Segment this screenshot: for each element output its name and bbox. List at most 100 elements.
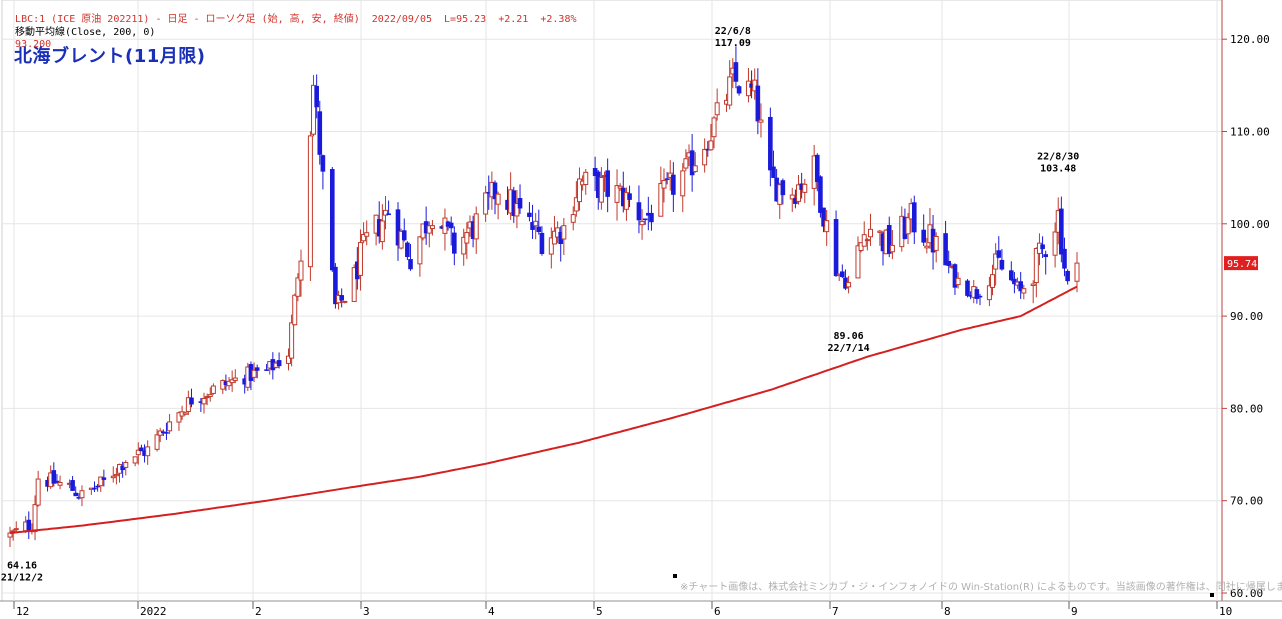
candle-up [855,245,861,279]
candle-down [780,180,786,196]
candle-up [576,178,582,203]
candle-up [623,192,629,210]
candle-up [727,76,733,106]
candle-up [429,225,435,230]
candle-down [101,477,107,480]
candle-down [977,295,983,298]
candle-up [307,135,313,268]
candle-down [539,232,545,255]
last-price-tag-bg [1224,256,1258,271]
candle-down [818,176,823,213]
indicator-label: 移動平均線(Close, 200, 0) [15,27,156,38]
x-tick-label: 3 [363,605,370,618]
candle-up [382,209,388,216]
annotation-price: 117.09 [715,38,751,49]
candle-up [167,421,173,432]
candle-down [664,178,670,180]
candle-down [395,209,401,246]
candle-down [448,222,454,229]
candle-down [733,62,739,82]
candle-up [361,233,367,242]
annotation-date: 21/12/2 [1,573,43,584]
candle-up [110,475,116,479]
y-tick-label: 110.00 [1230,126,1270,139]
candle-up [251,369,257,378]
y-tick-label: 100.00 [1230,218,1270,231]
moving-average-line [9,285,1078,534]
candle-down [73,492,79,497]
candle-up [1030,283,1036,286]
x-tick-label: 7 [832,605,839,618]
annotation-date: 22/6/8 [715,26,751,37]
candle-up [461,236,467,255]
candle-down [768,116,773,171]
candle-up [573,197,579,212]
candle-down [339,295,344,301]
candle-up [796,184,802,202]
candle-up [285,355,291,364]
candle-down [189,397,194,405]
candle-up [924,245,930,249]
candle-up [758,119,764,123]
candle-up [379,220,385,243]
candle-up [711,117,717,138]
chart-title: 北海ブレント(11月限) [14,46,206,67]
candle-up [295,277,301,297]
candle-up [292,294,298,326]
candle-down [314,85,319,108]
candle-down [689,150,695,176]
marker-square [1210,593,1214,597]
candle-up [561,225,567,240]
x-tick-label: 4 [488,605,495,618]
candle-up [990,274,996,288]
candle-up [123,462,129,468]
candle-up [57,482,63,486]
candle-up [570,214,576,223]
candle-up [986,285,992,301]
candle-up [661,180,667,189]
candle-down [821,207,826,227]
plot-area [1,0,1223,602]
candle-down [755,85,761,122]
candle-down [1043,254,1049,258]
candle-down [405,242,410,258]
candle-down [833,219,839,277]
candle-down [70,480,75,491]
symbol-info: LBC:1 (ICE 原油 202211) - 日足 - ローソク足 (始, 高… [15,14,577,25]
candle-down [517,198,523,209]
candle-down [386,213,391,216]
candle-down [527,212,532,217]
candle-up [533,220,539,227]
candle-down [95,485,100,488]
candle-down [840,271,845,278]
candle-up [683,158,689,169]
candle-up [357,242,363,276]
candle-up [289,322,295,359]
candle-up [802,183,808,193]
candle-up [789,194,795,200]
candle-down [649,212,654,223]
candle-down [26,519,32,531]
candle-up [176,412,182,423]
y-tick-label: 60.00 [1230,587,1263,600]
candle-down [1008,270,1014,281]
candle-up [154,434,160,450]
y-tick-label: 120.00 [1230,33,1270,46]
candle-down [276,360,282,367]
candle-up [745,80,751,97]
candle-up [79,490,85,499]
candle-up [1033,248,1039,284]
candle-down [1018,281,1023,292]
candle-down [642,218,648,221]
x-tick-label: 10 [1219,605,1232,618]
candle-down [974,289,980,299]
candle-up [185,397,191,413]
candle-down [120,465,125,471]
candle-up [464,232,470,244]
candle-up [658,183,664,217]
candle-up [113,474,119,477]
x-tick-label: 5 [596,605,603,618]
candle-down [164,432,169,434]
candle-down [952,264,958,288]
